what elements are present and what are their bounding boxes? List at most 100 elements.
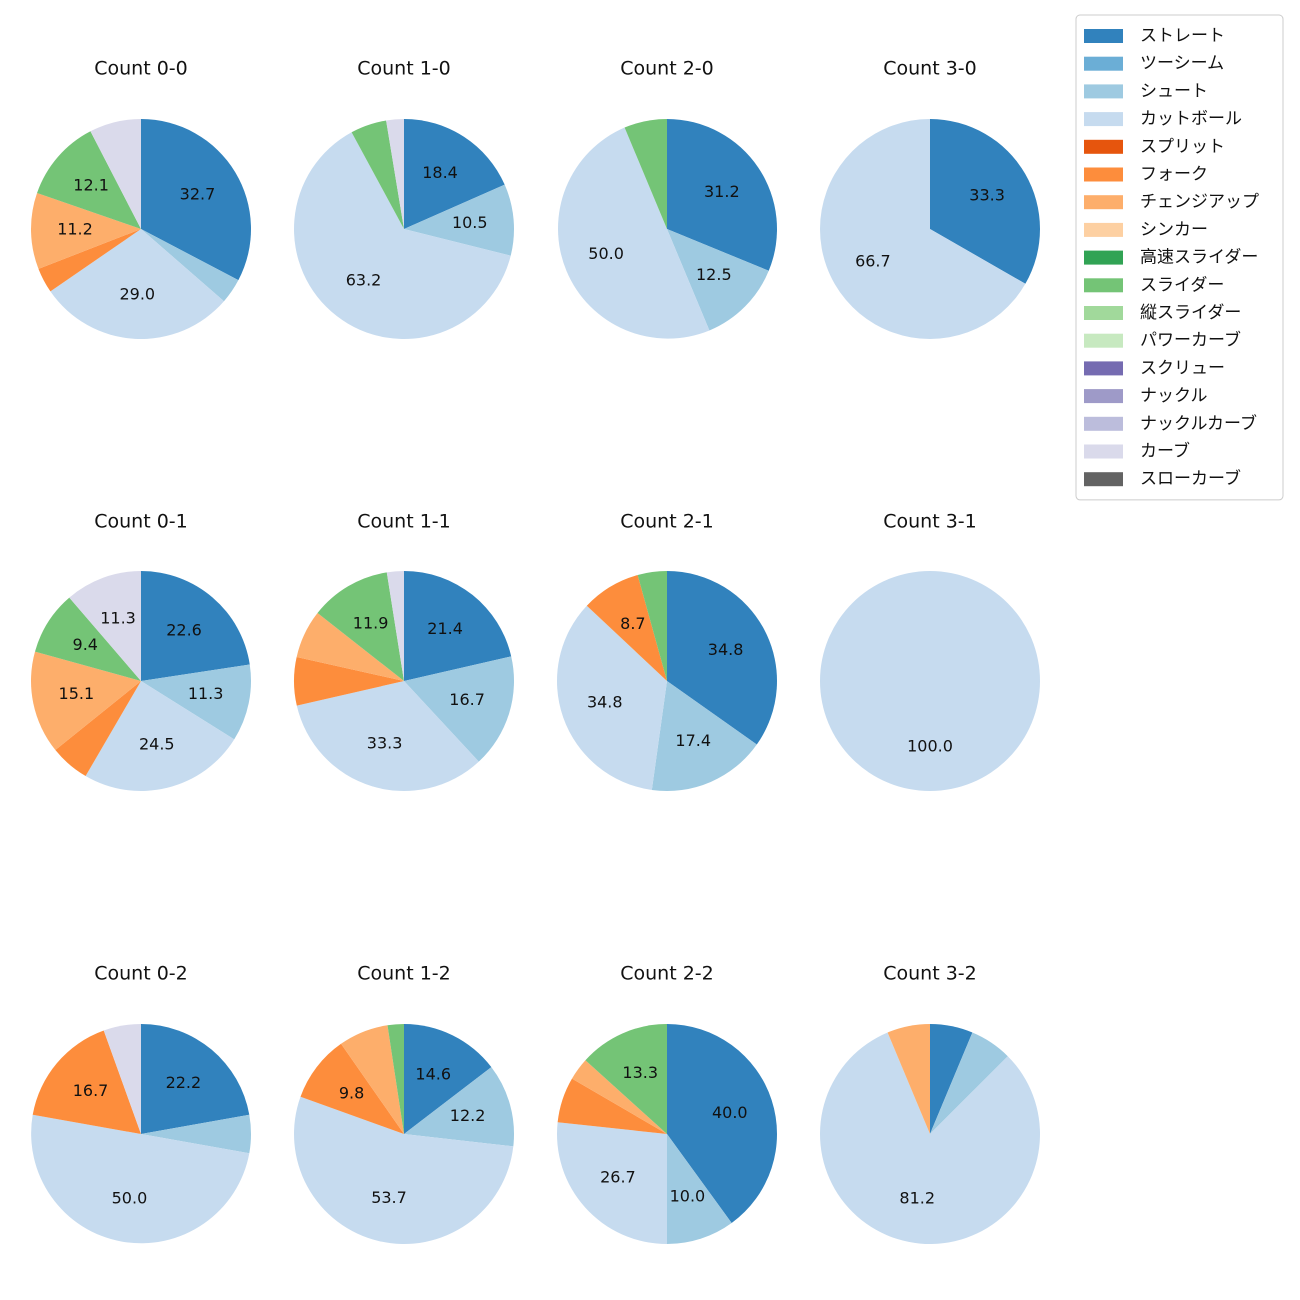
pie-slice-カーブ — [90, 119, 141, 229]
pie-slice-シュート — [404, 184, 514, 256]
slice-value-label: 11.9 — [353, 614, 389, 633]
slice-value-label: 66.7 — [855, 252, 891, 271]
pie-slice-スライダー — [37, 131, 141, 229]
pie-slice-チェンジアップ — [341, 1025, 404, 1134]
legend-swatch-パワーカーブ — [1084, 333, 1123, 348]
pie-chart-count-3-0: Count 3-0 33.3 66.7 — [820, 58, 1041, 339]
pie-slice-シュート — [404, 656, 515, 762]
pie-chart-count-0-0: Count 0-0 32.7 29.0 11.2 12.1 — [30, 58, 252, 340]
slice-value-label: 12.2 — [450, 1106, 486, 1125]
pie-slice-スライダー — [34, 597, 141, 681]
slice-value-label: 31.2 — [704, 182, 740, 201]
slice-value-label: 50.0 — [588, 244, 624, 263]
slice-value-label: 12.1 — [73, 175, 109, 194]
slice-value-label: 14.6 — [415, 1064, 451, 1083]
pie-slice-スライダー — [585, 1023, 667, 1134]
pie-slice-フォーク — [586, 574, 667, 681]
pie-slice-カーブ — [386, 571, 404, 681]
pie-slice-チェンジアップ — [30, 651, 141, 751]
chart-title: Count 2-0 — [620, 58, 714, 80]
pie-chart-count-1-2: Count 1-2 14.6 12.2 53.7 9.8 — [294, 963, 515, 1244]
pie-slice-カットボール — [294, 1096, 514, 1244]
pie-slice-カットボール — [557, 1122, 667, 1244]
slice-value-label: 18.4 — [422, 163, 458, 182]
legend-label-ストレート: ストレート — [1140, 26, 1225, 46]
pie-slice-カットボール — [820, 1032, 1041, 1245]
slice-value-label: 11.2 — [57, 220, 93, 239]
pie-slice-シュート — [930, 1032, 1008, 1134]
pie-slice-カーブ — [103, 1024, 141, 1134]
pie-slice-フォーク — [32, 1030, 142, 1134]
chart-title: Count 2-1 — [620, 511, 714, 533]
legend-swatch-ストレート — [1084, 29, 1123, 43]
pie-slice-スライダー — [637, 571, 667, 681]
pie-slice-ストレート — [141, 1024, 250, 1134]
slice-value-label: 10.5 — [452, 213, 488, 232]
pie-slice-チェンジアップ — [296, 613, 404, 681]
legend-swatch-シンカー — [1084, 222, 1123, 237]
chart-title: Count 1-1 — [357, 511, 451, 533]
slice-value-label: 53.7 — [371, 1188, 407, 1207]
pie-chart-count-1-1: Count 1-1 21.4 16.7 33.3 11.9 — [293, 511, 515, 791]
legend-label-カットボール: カットボール — [1140, 109, 1242, 129]
pie-slice-ストレート — [404, 571, 512, 681]
legend-label-ナックル: ナックル — [1140, 386, 1208, 406]
pie-slice-ストレート — [141, 119, 252, 281]
pie-slice-ストレート — [667, 571, 778, 745]
slice-value-label: 10.0 — [670, 1186, 706, 1205]
slice-value-label: 16.7 — [73, 1081, 109, 1100]
legend-swatch-ナックル — [1084, 389, 1123, 404]
slice-value-label: 100.0 — [907, 737, 953, 756]
slice-value-label: 13.3 — [622, 1063, 658, 1082]
legend-label-スローカーブ: スローカーブ — [1140, 468, 1241, 489]
slice-value-label: 11.3 — [100, 609, 136, 628]
legend-swatch-高速スライダー — [1084, 250, 1123, 265]
pie-chart-count-0-1: Count 0-122.611.324.515.19.411.3 — [30, 511, 251, 791]
chart-title: Count 0-2 — [94, 963, 188, 985]
pie-chart-count-0-2: Count 0-2 22.2 50.0 16.7 — [31, 963, 251, 1244]
legend-swatch-スプリット — [1084, 139, 1123, 154]
slice-value-label: 24.5 — [139, 735, 175, 754]
legend-label-ツーシーム: ツーシーム — [1140, 54, 1224, 74]
chart-title: Count 1-0 — [357, 58, 451, 80]
slice-value-label: 17.4 — [675, 731, 711, 750]
legend-label-チェンジアップ: チェンジアップ — [1140, 192, 1259, 212]
pie-chart-count-2-2: Count 2-2 40.0 10.0 26.7 13.3 — [557, 963, 778, 1244]
pie-slice-シュート — [141, 229, 239, 302]
legend-swatch-チェンジアップ — [1084, 195, 1123, 210]
legend-label-パワーカーブ: パワーカーブ — [1140, 330, 1241, 351]
pie-slice-ストレート — [141, 571, 250, 681]
pie-slice-シュート — [667, 229, 769, 331]
pie-slice-ストレート — [404, 1024, 492, 1134]
slice-value-label: 50.0 — [112, 1188, 148, 1207]
pie-slice-シュート — [141, 1114, 251, 1154]
pie-slice-カットボール — [85, 681, 235, 791]
pie-slice-カットボール — [50, 229, 224, 340]
slice-value-label: 33.3 — [367, 734, 403, 753]
pie-chart-count-3-2: Count 3-2 81.2 — [820, 963, 1041, 1245]
slice-value-label: 34.8 — [587, 692, 623, 711]
pie-slice-フォーク — [557, 1078, 667, 1134]
slice-value-label: 29.0 — [119, 284, 155, 303]
slice-value-label: 33.3 — [969, 185, 1005, 204]
legend-label-カーブ: カーブ — [1140, 441, 1190, 462]
slice-value-label: 8.7 — [620, 614, 645, 633]
pie-slice-ストレート — [930, 119, 1041, 284]
chart-title: Count 0-1 — [94, 511, 188, 533]
pie-slice-フォーク — [55, 681, 142, 777]
chart-title: Count 3-1 — [883, 511, 977, 533]
pie-slice-フォーク — [300, 1043, 404, 1134]
slice-value-label: 9.8 — [339, 1083, 364, 1102]
pie-slice-カットボール — [820, 571, 1040, 791]
legend-label-シンカー: シンカー — [1140, 220, 1208, 240]
pie-chart-count-3-1: Count 3-1 100.0 — [820, 511, 1040, 791]
slice-value-label: 63.2 — [346, 271, 382, 290]
slice-value-label: 16.7 — [449, 690, 485, 709]
pie-slice-スライダー — [387, 1024, 404, 1134]
pie-slice-フォーク — [38, 229, 141, 292]
legend-label-スクリュー: スクリュー — [1140, 358, 1225, 378]
slice-value-label: 32.7 — [180, 184, 216, 203]
slice-value-label: 34.8 — [708, 640, 744, 659]
chart-title: Count 3-0 — [883, 58, 977, 80]
